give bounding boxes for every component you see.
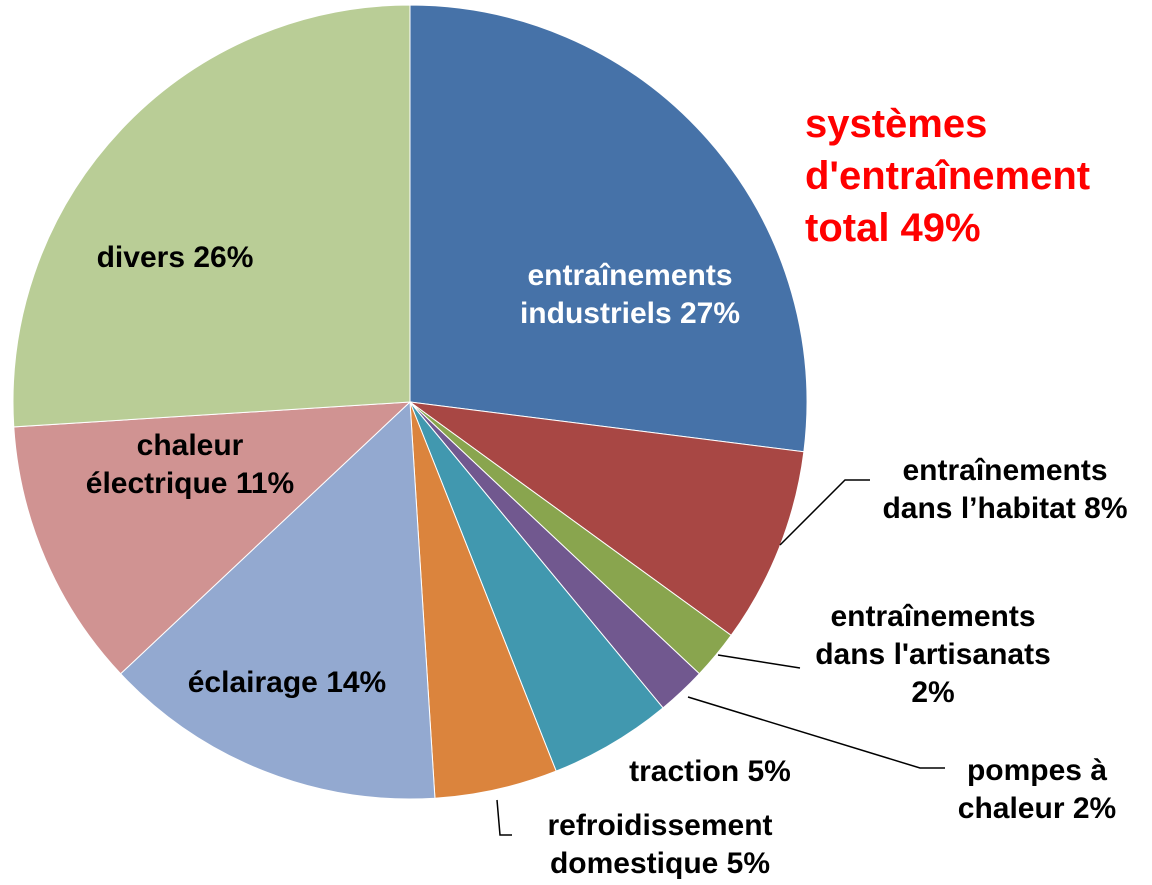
value-label: 5%: [726, 847, 771, 880]
pie-slice: [12, 4, 411, 428]
leader-line: [717, 654, 801, 669]
category-label: entraînements industriels: [519, 259, 733, 330]
value-label: 5%: [747, 755, 791, 788]
data-label: éclairage 14%: [137, 664, 437, 702]
data-label: chaleur électrique 11%: [70, 427, 310, 503]
value-label: 8%: [1084, 492, 1128, 525]
category-label: traction: [629, 755, 740, 788]
category-label: chaleur électrique: [85, 429, 244, 500]
data-label: traction 5%: [585, 753, 835, 791]
value-label: 26%: [193, 241, 254, 274]
category-label: divers: [96, 241, 185, 274]
value-label: 2%: [911, 676, 955, 709]
category-label: entraînements dans l'artisanats: [815, 600, 1051, 671]
leader-line: [779, 479, 870, 546]
data-label: entraînements dans l'artisanats 2%: [803, 598, 1063, 712]
data-label: divers 26%: [25, 239, 325, 277]
pie-slice: [13, 401, 412, 675]
annotation: systèmes d'entraînement total 49%: [805, 102, 1091, 250]
category-label: éclairage: [187, 666, 318, 699]
value-label: 2%: [1072, 792, 1117, 825]
value-label: 11%: [235, 467, 295, 500]
category-label: pompes à chaleur: [957, 754, 1108, 825]
data-label: refroidissement domestique 5%: [510, 807, 810, 883]
data-label: entraînements industriels 27%: [490, 257, 770, 333]
category-label: entraînements dans l’habitat: [882, 454, 1108, 525]
pie-slice: [119, 400, 436, 800]
pie-slice: [409, 4, 808, 453]
category-label: refroidissement domestique: [547, 809, 773, 880]
leader-line: [687, 696, 945, 769]
leader-line: [496, 799, 512, 836]
pie-slice: [409, 401, 805, 637]
value-label: 14%: [326, 666, 387, 699]
data-label: pompes à chaleur 2%: [937, 752, 1137, 828]
data-label: entraînements dans l’habitat 8%: [870, 452, 1140, 528]
value-label: 27%: [680, 297, 741, 330]
